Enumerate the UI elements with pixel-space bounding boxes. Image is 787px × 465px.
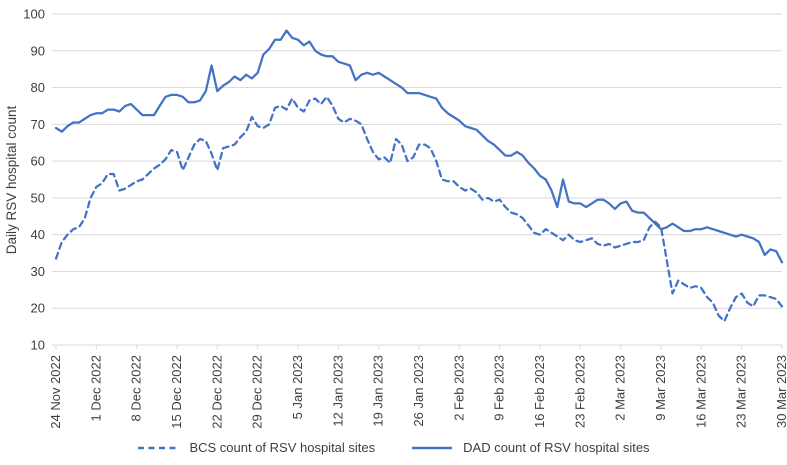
x-tick-label: 23 Feb 2023 [572, 355, 587, 428]
x-tick-label: 16 Mar 2023 [693, 355, 708, 428]
x-tick-label: 15 Dec 2022 [169, 355, 184, 429]
x-tick-label: 1 Dec 2022 [88, 355, 103, 422]
x-tick-label: 22 Dec 2022 [209, 355, 224, 429]
x-tick-label: 8 Dec 2022 [129, 355, 144, 422]
y-tick-label: 40 [31, 227, 45, 242]
y-axis-title: Daily RSV hospital count [4, 105, 19, 254]
y-tick-label: 80 [31, 80, 45, 95]
x-tick-label: 9 Feb 2023 [492, 355, 507, 421]
x-tick-label: 30 Mar 2023 [774, 355, 787, 428]
x-tick-label: 19 Jan 2023 [371, 355, 386, 427]
legend-label-dad: DAD count of RSV hospital sites [463, 440, 650, 455]
legend-item-bcs: BCS count of RSV hospital sites [137, 440, 375, 455]
x-tick-label: 2 Mar 2023 [613, 355, 628, 421]
y-tick-label: 20 [31, 301, 45, 316]
gridline-layer [52, 13, 782, 346]
bcs-dashed-line-icon [138, 446, 179, 449]
y-tick-label: 10 [31, 338, 45, 353]
x-tick-label: 12 Jan 2023 [330, 355, 345, 427]
y-tick-label: 90 [31, 43, 45, 58]
dad-series-line [54, 29, 784, 264]
y-tick-label: 50 [31, 190, 45, 205]
x-tick-label: 29 Dec 2022 [250, 355, 265, 429]
x-tick-label: 24 Nov 2022 [48, 355, 63, 429]
y-tick-label: 30 [31, 264, 45, 279]
x-tick-label: 2 Feb 2023 [451, 355, 466, 421]
x-tick-label: 23 Mar 2023 [734, 355, 749, 428]
legend-item-dad: DAD count of RSV hospital sites [411, 440, 650, 455]
x-tick-label: 16 Feb 2023 [532, 355, 547, 428]
y-tick-label: 60 [31, 154, 45, 169]
y-tick-label: 100 [23, 7, 45, 22]
chart-canvas: Daily RSV hospital count 10 20 30 40 50 60 70 8… [4, 7, 787, 429]
dad-solid-line-icon [412, 446, 453, 449]
bcs-series-line [54, 95, 784, 323]
legend-label-bcs: BCS count of RSV hospital sites [189, 440, 376, 455]
chart-legend: BCS count of RSV hospital sites DAD coun… [0, 440, 787, 455]
axis-label-layer: 10 20 30 40 50 60 70 80 90 100 24 Nov 2022 1 Dec 20… [23, 7, 787, 429]
series-line-layer [54, 29, 784, 323]
y-tick-label: 70 [31, 117, 45, 132]
x-tick-label: 9 Mar 2023 [653, 355, 668, 421]
x-tick-label: 26 Jan 2023 [411, 355, 426, 427]
x-tick-label: 5 Jan 2023 [290, 355, 305, 419]
